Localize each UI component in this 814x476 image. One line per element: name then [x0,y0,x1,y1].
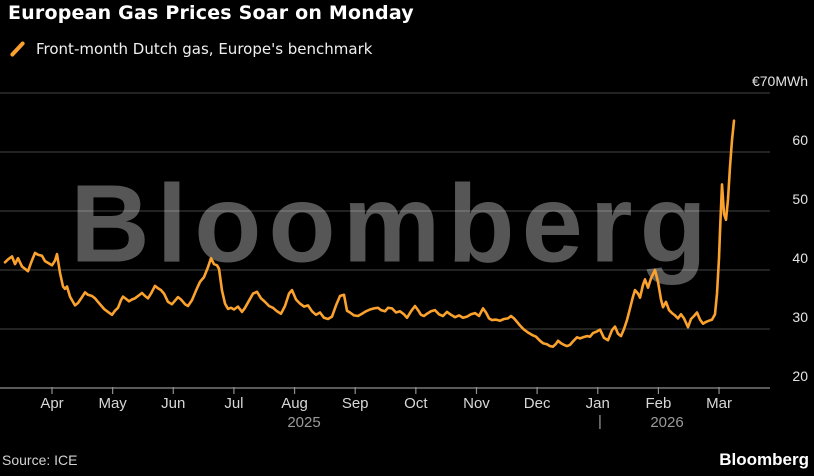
legend-label: Front-month Dutch gas, Europe's benchmar… [36,40,373,58]
bloomberg-logo: Bloomberg [719,450,809,469]
source-note: Source: ICE [2,452,78,468]
price-line [3,119,736,349]
chart-title: European Gas Prices Soar on Monday [8,2,414,24]
legend: Front-month Dutch gas, Europe's benchmar… [8,40,372,58]
bloomberg-watermark: Bloomberg [70,162,714,286]
